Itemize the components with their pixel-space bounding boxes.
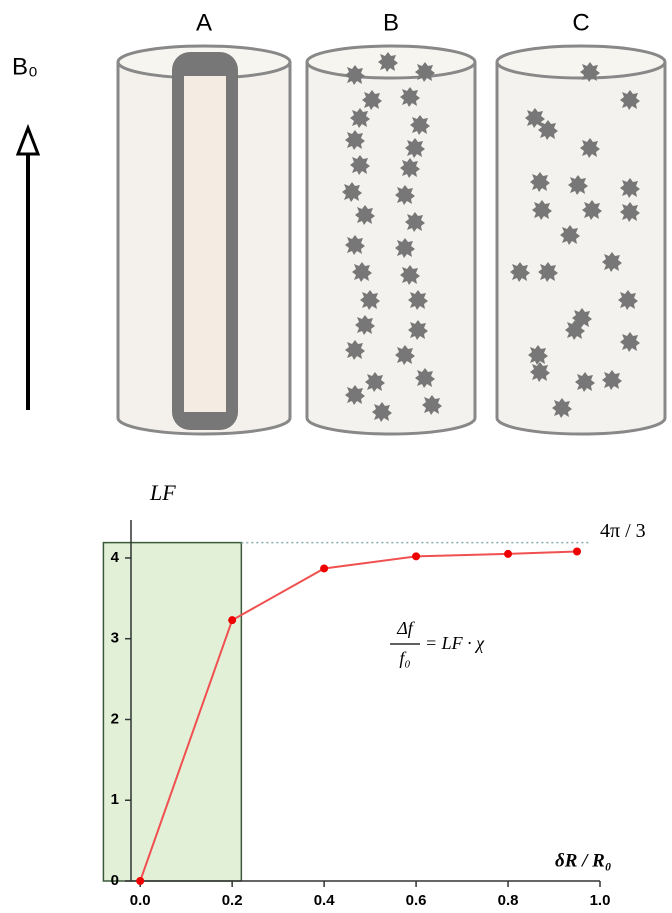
x-tick-label: 0.0 <box>130 892 151 909</box>
data-point <box>228 616 236 624</box>
y-tick-label: 4 <box>111 549 120 566</box>
shaded-region <box>103 543 241 881</box>
page: {"diagram": {"field_label": "B₀", "label… <box>0 0 672 913</box>
cylinder-label: B <box>383 9 399 36</box>
x-tick-label: 0.8 <box>498 892 519 909</box>
y-tick-label: 1 <box>111 791 119 808</box>
x-tick-label: 0.2 <box>222 892 243 909</box>
y-tick-label: 3 <box>111 630 119 647</box>
y-tick-label: 0 <box>111 872 119 889</box>
reference-label: 4π / 3 <box>600 520 646 542</box>
data-point <box>412 552 420 560</box>
cylinder-label: C <box>572 9 589 36</box>
formula-rhs: = LF · χ <box>425 633 485 653</box>
x-tick-label: 1.0 <box>590 892 611 909</box>
x-tick-label: 0.4 <box>314 892 336 909</box>
field-label: B₀ <box>12 53 38 80</box>
figure: B₀ A B C 4π / 3 0 1 2 3 4 0.0 0.2 0.4 0.6 0.8 1.0 LF… <box>0 0 672 913</box>
y-axis-label: LF <box>149 480 176 505</box>
field-arrow <box>18 128 38 410</box>
y-tick-label: 2 <box>111 710 119 727</box>
x-axis-label: δR / R₀ <box>555 850 611 871</box>
data-point <box>573 547 581 555</box>
formula-denominator: f₀ <box>399 648 410 668</box>
data-point <box>320 564 328 572</box>
data-point <box>136 877 144 885</box>
formula-numerator: Δf <box>396 618 416 638</box>
x-tick-label: 0.6 <box>406 892 427 909</box>
data-point <box>504 550 512 558</box>
cylinder-label: A <box>196 9 212 36</box>
